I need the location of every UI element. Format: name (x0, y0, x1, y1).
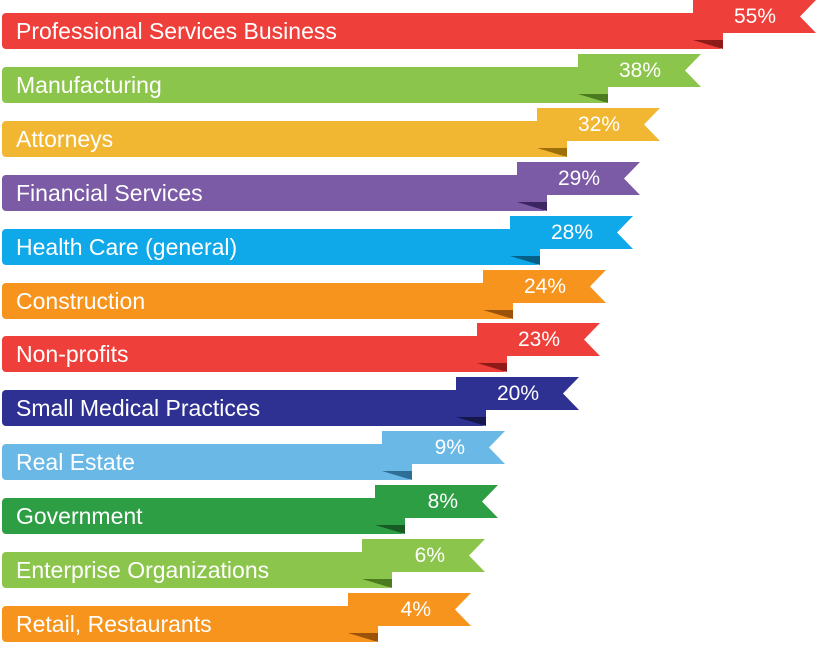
ribbon-fold (382, 471, 412, 480)
bar-row: 23% Non-profits (2, 323, 600, 372)
ribbon-fold (517, 202, 547, 211)
category-sublabel: (at least 500+ employees) (16, 589, 189, 606)
value-label: 38% (619, 59, 661, 82)
ribbon-fold (456, 417, 486, 426)
bar-row: 38% Manufacturing (2, 54, 701, 103)
category-label: Enterprise Organizations (16, 557, 269, 583)
value-label: 32% (578, 113, 620, 136)
category-label: Financial Services (16, 180, 203, 206)
bar (2, 283, 513, 319)
ribbon-fold (362, 579, 392, 588)
ribbon-tab (362, 539, 485, 572)
bar-row: 4% Retail, Restaurants (2, 593, 471, 642)
ribbon-tab (382, 431, 505, 464)
category-label: Health Care (general) (16, 234, 237, 260)
bar-row: 9% Real Estate (2, 431, 505, 480)
bar-row: 8% Government (2, 485, 498, 534)
bar (2, 121, 567, 157)
category-label: Attorneys (16, 126, 113, 152)
ribbon-tab (517, 162, 640, 195)
category-label: Retail, Restaurants (16, 611, 212, 637)
ribbon-fold (477, 363, 507, 372)
ribbon-fold (483, 310, 513, 319)
value-label: 4% (401, 598, 431, 621)
value-label: 8% (428, 490, 458, 513)
bar (2, 552, 392, 588)
value-label: 24% (524, 275, 566, 298)
ribbon-tab (477, 323, 600, 356)
value-label: 9% (435, 436, 465, 459)
ribbon-fold (348, 633, 378, 642)
bar (2, 444, 412, 480)
bar-row: 6% Enterprise Organizations (at least 500+… (2, 539, 485, 606)
category-label: Small Medical Practices (16, 395, 260, 421)
bar (2, 336, 507, 372)
value-label: 29% (558, 167, 600, 190)
ribbon-fold (537, 148, 567, 157)
value-label: 55% (734, 5, 776, 28)
bar-row: 28% Health Care (general) (2, 216, 633, 265)
ribbon-tab (578, 54, 701, 87)
bar (2, 67, 608, 103)
category-label: Non-profits (16, 341, 128, 367)
ribbon-tab (483, 270, 606, 303)
bar-row: 29% Financial Services (2, 162, 640, 211)
category-label: Professional Services Business (16, 18, 337, 44)
value-label: 28% (551, 221, 593, 244)
bar (2, 390, 486, 426)
bar (2, 229, 540, 265)
category-label: Construction (16, 288, 145, 314)
bar-row: 32% Attorneys (2, 108, 660, 157)
ribbon-fold (578, 94, 608, 103)
bar (2, 498, 405, 534)
ribbon-tab (510, 216, 633, 249)
ribbon-tab (537, 108, 660, 141)
bar-row: 24% Construction (2, 270, 606, 319)
bar (2, 606, 378, 642)
ribbon-tab (693, 0, 816, 33)
bar-row: 55% Professional Services Business (2, 0, 816, 49)
category-label: Government (16, 503, 143, 529)
bar-row: 20% Small Medical Practices (2, 377, 579, 426)
bar (2, 175, 547, 211)
bar (2, 13, 723, 49)
ribbon-tab (456, 377, 579, 410)
ribbon-fold (375, 525, 405, 534)
value-label: 6% (415, 544, 445, 567)
ribbon-fold (693, 40, 723, 49)
ribbon-tab (348, 593, 471, 626)
category-label: Real Estate (16, 449, 135, 475)
value-label: 20% (497, 382, 539, 405)
ribbon-fold (510, 256, 540, 265)
category-label: Manufacturing (16, 72, 162, 98)
ribbon-tab (375, 485, 498, 518)
value-label: 23% (518, 328, 560, 351)
